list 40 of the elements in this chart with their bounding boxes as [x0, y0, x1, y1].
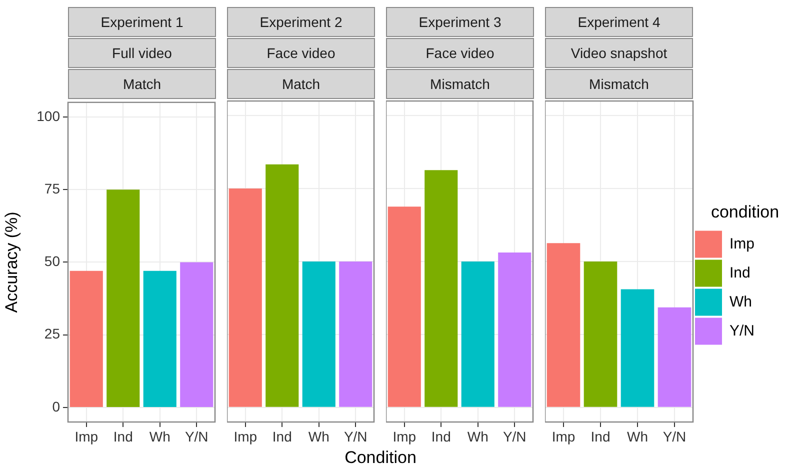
chart-subtitle: Face video: [386, 38, 534, 68]
x-tick-label: Y/N: [344, 428, 368, 444]
chart-title: Experiment 3: [386, 7, 534, 37]
x-tick-label: Imp: [552, 428, 576, 444]
text: Match: [68, 69, 216, 99]
legend-label: Ind: [730, 264, 750, 282]
x-tick-label: Wh: [149, 428, 170, 444]
chart-subtitle: Video snapshot: [545, 38, 693, 68]
x-tick-label: Wh: [627, 428, 648, 444]
chart-title: Experiment 2: [227, 7, 375, 37]
x-tick-label: Imp: [234, 428, 258, 444]
x-tick-label: Imp: [392, 428, 416, 444]
x-tick-label: Ind: [431, 428, 451, 444]
y-tick-label: 75: [44, 180, 60, 196]
x-tick-label: Wh: [308, 428, 330, 444]
x-tick-label: Y/N: [184, 428, 208, 444]
chart-subtitle: Full video: [68, 38, 216, 68]
legend-label: Wh: [730, 293, 752, 310]
x-tick-label: Ind: [590, 428, 610, 444]
text: Mismatch: [386, 69, 534, 99]
text: Mismatch: [545, 69, 693, 99]
x-axis-title: Condition: [344, 448, 418, 467]
chart-title: Experiment 4: [545, 7, 693, 37]
text: Match: [227, 69, 375, 99]
y-tick-label: 100: [36, 108, 60, 124]
y-tick-label: 25: [44, 326, 60, 342]
chart-subtitle: Face video: [227, 38, 375, 68]
y-tick-label: 50: [44, 253, 60, 270]
x-tick-label: Y/N: [502, 428, 526, 444]
y-axis-title: Accuracy (%): [2, 212, 21, 313]
chart-title: Experiment 1: [68, 7, 216, 37]
x-tick-label: Y/N: [662, 428, 686, 444]
x-tick-label: Ind: [272, 428, 292, 444]
x-tick-label: Imp: [74, 428, 98, 444]
x-tick-label: Wh: [467, 428, 488, 444]
legend-label: Y/N: [730, 322, 755, 340]
x-tick-label: Ind: [113, 428, 133, 444]
legend-label: Imp: [730, 235, 755, 252]
legend-title: condition: [710, 202, 780, 222]
y-tick-label: 0: [52, 398, 60, 414]
